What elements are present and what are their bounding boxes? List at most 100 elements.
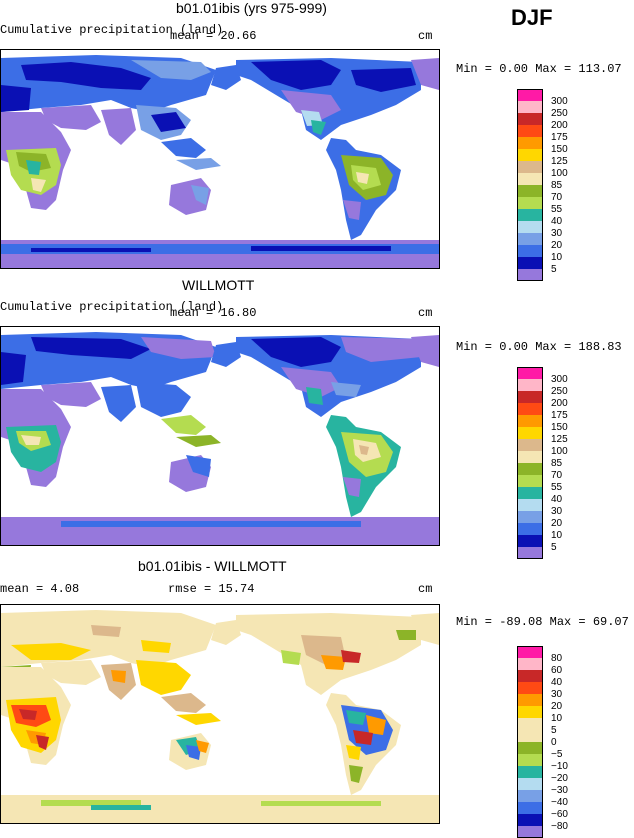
panel2-legend-swatch-10: [517, 487, 543, 499]
panel2-units: cm: [418, 306, 433, 320]
panel1-title: b01.01ibis (yrs 975-999): [176, 0, 327, 16]
panel2-legend-swatch-15: [517, 547, 543, 559]
panel3-legend-swatch-15: [517, 826, 543, 838]
panel2-legend-label: 175: [551, 410, 568, 421]
panel2-legend-label: 200: [551, 398, 568, 409]
panel1-legend-swatch-7: [517, 173, 543, 185]
panel3-legend-label: −40: [551, 797, 568, 808]
panel2-legend-label: 70: [551, 470, 563, 481]
season-label: DJF: [511, 5, 553, 30]
panel3-rmse: rmse = 15.74: [168, 582, 255, 596]
panel2-legend-swatch-2: [517, 391, 543, 403]
panel1-legend-label: 40: [551, 216, 563, 227]
panel1-legend-swatch-6: [517, 161, 543, 173]
panel3-legend-swatch-8: [517, 742, 543, 754]
panel3-minmax: Min = -89.08 Max = 69.07: [456, 615, 629, 629]
panel1-legend-swatch-4: [517, 137, 543, 149]
panel1-map-svg: [1, 55, 439, 268]
panel3-legend-swatch-10: [517, 766, 543, 778]
panel3-legend-swatch-3: [517, 682, 543, 694]
panel1-legend-swatch-14: [517, 257, 543, 269]
panel3-legend-swatch-11: [517, 778, 543, 790]
panel3-title: b01.01ibis - WILLMOTT: [138, 558, 287, 574]
panel1-legend-label: 300: [551, 96, 568, 107]
panel1-legend-swatch-12: [517, 233, 543, 245]
panel2-minmax: Min = 0.00 Max = 188.83: [456, 340, 622, 354]
panel2-legend-swatch-5: [517, 427, 543, 439]
panel2-legend-swatch-12: [517, 511, 543, 523]
panel1-legend-swatch-11: [517, 221, 543, 233]
panel2-legend-swatch-8: [517, 463, 543, 475]
panel1-legend-swatch-8: [517, 185, 543, 197]
panel1-mean: mean = 20.66: [170, 29, 257, 43]
panel2-legend-swatch-11: [517, 499, 543, 511]
panel1-legend-swatch-13: [517, 245, 543, 257]
panel1-legend-swatch-2: [517, 113, 543, 125]
panel3-legend-label: 30: [551, 689, 563, 700]
panel1-legend-label: 150: [551, 144, 568, 155]
panel2-legend-label: 125: [551, 434, 568, 445]
panel1-legend-label: 30: [551, 228, 563, 239]
panel2-legend-swatch-7: [517, 451, 543, 463]
panel3-legend-swatch-5: [517, 706, 543, 718]
panel2-legend-label: 55: [551, 482, 563, 493]
panel2-legend-label: 10: [551, 530, 563, 541]
panel2-legend-swatch-0: [517, 367, 543, 379]
panel1-units: cm: [418, 29, 433, 43]
panel1-legend-swatch-0: [517, 89, 543, 101]
panel1-legend-label: 175: [551, 132, 568, 143]
panel3-legend-label: 20: [551, 701, 563, 712]
panel1-legend-swatch-10: [517, 209, 543, 221]
panel3-legend-label: −30: [551, 785, 568, 796]
panel2-legend-label: 85: [551, 458, 563, 469]
panel1-legend-label: 5: [551, 264, 557, 275]
panel3-map: [0, 604, 440, 824]
panel1-legend-label: 85: [551, 180, 563, 191]
panel2-legend-swatch-1: [517, 379, 543, 391]
panel1-legend-swatch-9: [517, 197, 543, 209]
panel2-legend-label: 250: [551, 386, 568, 397]
panel3-legend-label: −5: [551, 749, 563, 760]
panel1-legend-label: 100: [551, 168, 568, 179]
panel2-legend-swatch-13: [517, 523, 543, 535]
panel2-legend-label: 100: [551, 446, 568, 457]
panel2-map: [0, 326, 440, 546]
panel3-legend-label: 5: [551, 725, 557, 736]
panel2-legend-swatch-14: [517, 535, 543, 547]
panel2-legend-swatch-3: [517, 403, 543, 415]
panel2-legend-label: 20: [551, 518, 563, 529]
panel1-minmax: Min = 0.00 Max = 113.07: [456, 62, 622, 76]
panel2-legend-label: 40: [551, 494, 563, 505]
panel3-legend-label: 0: [551, 737, 557, 748]
panel1-legend-label: 200: [551, 120, 568, 131]
panel2-legend-label: 5: [551, 542, 557, 553]
panel2-subtitle: Cumulative precipitation (land): [0, 300, 224, 314]
panel2-legend-swatch-9: [517, 475, 543, 487]
panel1-legend-label: 55: [551, 204, 563, 215]
panel3-legend-label: −20: [551, 773, 568, 784]
panel3-legend-swatch-1: [517, 658, 543, 670]
panel2-legend-label: 30: [551, 506, 563, 517]
panel3-mean: mean = 4.08: [0, 582, 80, 596]
panel3-legend-swatch-6: [517, 718, 543, 730]
panel1-legend-swatch-15: [517, 269, 543, 281]
panel2-mean: mean = 16.80: [170, 306, 257, 320]
panel1-legend-label: 70: [551, 192, 563, 203]
panel2-title: WILLMOTT: [182, 277, 255, 293]
panel3-legend-label: 60: [551, 665, 563, 676]
panel3-legend-swatch-2: [517, 670, 543, 682]
panel1-legend-swatch-5: [517, 149, 543, 161]
panel1-legend-label: 20: [551, 240, 563, 251]
panel3-legend-swatch-14: [517, 814, 543, 826]
panel3-legend-label: −60: [551, 809, 568, 820]
panel3-legend-label: 40: [551, 677, 563, 688]
panel1-legend-label: 250: [551, 108, 568, 119]
panel3-legend-label: −10: [551, 761, 568, 772]
panel3-map-svg: [1, 610, 439, 823]
panel3-units: cm: [418, 582, 433, 596]
panel1-legend-swatch-3: [517, 125, 543, 137]
panel1-legend-label: 125: [551, 156, 568, 167]
panel2-legend-label: 300: [551, 374, 568, 385]
panel3-legend-swatch-9: [517, 754, 543, 766]
panel2-legend-swatch-6: [517, 439, 543, 451]
